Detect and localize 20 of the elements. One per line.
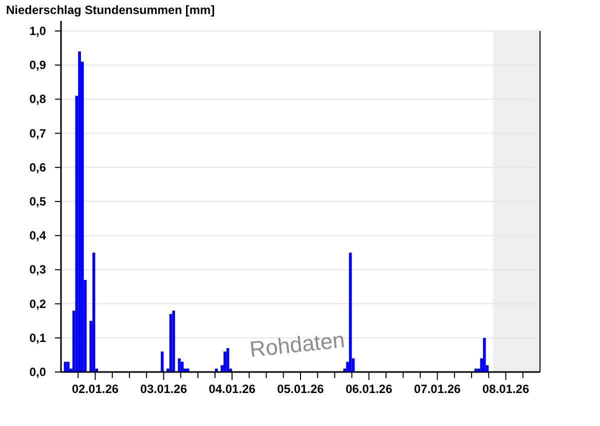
y-tick-label: 0,3 [29,262,46,277]
y-tick-label: 0,0 [29,365,46,379]
x-tick-label: 02.01.26 [72,382,119,396]
chart-title: Niederschlag Stundensummen [mm] [6,3,215,17]
y-tick-label: 0,6 [29,160,46,174]
y-tick-label: 1,0 [29,24,46,38]
y-tick-label: 0,1 [29,330,46,345]
x-tick-label: 06.01.26 [346,382,393,396]
y-tick-label: 0,8 [29,92,46,106]
y-tick-label: 0,9 [29,58,46,72]
y-tick-label: 0,2 [29,296,46,311]
y-tick-label: 0,7 [29,126,46,140]
x-tick-label: 05.01.26 [277,382,324,396]
y-tick-label: 0,4 [29,228,46,243]
x-tick-label: 04.01.26 [208,382,256,396]
x-tick-label: 07.01.26 [414,382,462,396]
annotation: Rohdaten [248,327,346,362]
x-tick-label: 08.01.26 [482,382,530,396]
y-tick-label: 0,5 [29,194,46,208]
x-tick-label: 03.01.26 [140,382,188,396]
